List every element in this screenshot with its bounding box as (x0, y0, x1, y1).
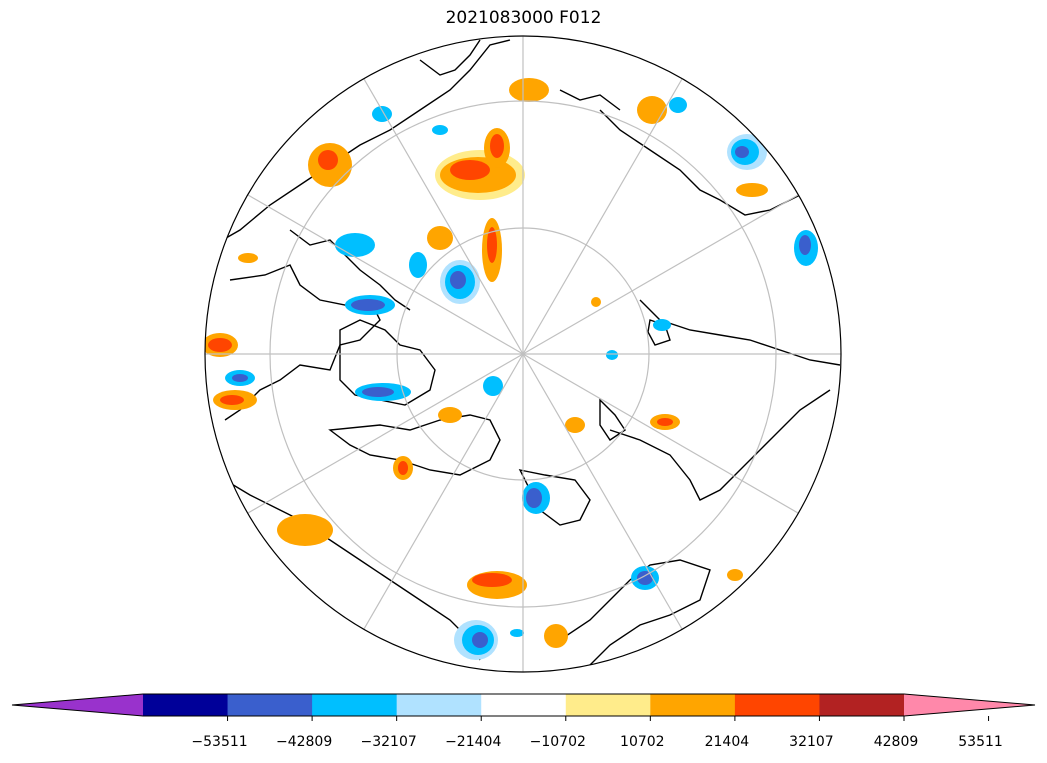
colorbar-tick-label: 21404 (704, 734, 750, 750)
graticule (205, 36, 841, 672)
colorbar-extend-high (904, 694, 1035, 716)
colorbar-bin (481, 694, 567, 716)
colorbar-tick-label: −21404 (445, 734, 502, 750)
colorbar-tick-label: 42809 (873, 734, 919, 750)
colorbar-bin (650, 694, 736, 716)
polar-map (204, 35, 842, 673)
colorbar-tick-label: −53511 (191, 734, 248, 750)
colorbar-bin (143, 694, 229, 716)
colorbar-bin (565, 694, 651, 716)
coastlines (205, 39, 841, 666)
colorbar-extend-low (12, 694, 143, 716)
colorbar (11, 693, 1036, 721)
colorbar-bin (312, 694, 398, 716)
colorbar-bin (227, 694, 313, 716)
colorbar-tick-label: −10702 (529, 734, 586, 750)
colorbar-tick-label: 32107 (789, 734, 834, 750)
colorbar-bin (819, 694, 905, 716)
colorbar-bin (396, 694, 482, 716)
colorbar-tick-label: 53511 (958, 734, 1003, 750)
colorbar-outline (11, 693, 1036, 717)
negative-anomalies (225, 97, 818, 660)
colorbar-tick-label: −32107 (360, 734, 417, 750)
colorbar-bin (734, 694, 820, 716)
map-boundary (204, 35, 842, 673)
chart-title: 2021083000 F012 (445, 8, 602, 28)
positive-anomalies (205, 78, 768, 648)
colorbar-tick-label: −42809 (275, 734, 333, 750)
colorbar-tick-label: 10702 (620, 734, 665, 750)
